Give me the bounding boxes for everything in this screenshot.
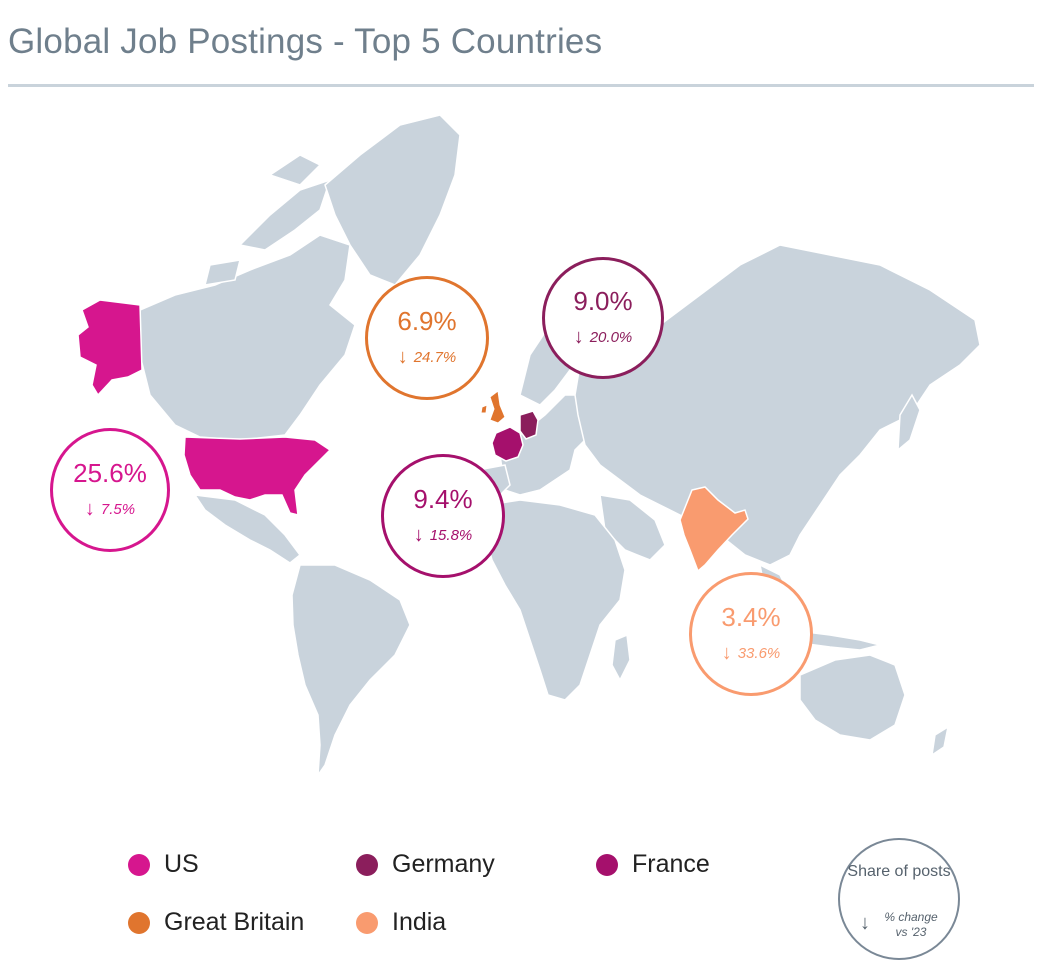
france-share: 9.4% [413,483,473,514]
down-arrow-icon: ↓ [860,912,870,934]
land-arctic-islands [203,154,332,286]
legend-france: France [596,850,710,879]
bubble-germany: 9.0% ↓ 20.0% [542,257,664,379]
legend-label-us: US [164,850,199,878]
country-germany [519,410,539,440]
legend-us: US [128,850,199,879]
bubble-us: 25.6% ↓ 7.5% [50,428,170,552]
down-arrow-icon: ↓ [573,325,584,348]
us-share: 25.6% [73,457,147,488]
great-britain-change: ↓ 24.7% [397,345,457,368]
country-alaska-us [77,299,143,397]
great-britain-share: 6.9% [397,305,457,336]
legend-label-germany: Germany [392,850,495,878]
legend-dot-germany [356,853,378,876]
down-arrow-icon: ↓ [84,497,95,520]
world-map [77,114,981,778]
bubble-key: Share of posts ↓ % change vs '23 [838,838,960,960]
legend-dot-india [356,911,378,934]
land-new-zealand [931,725,950,757]
legend-dot-france [596,853,618,876]
india-change: ↓ 33.6% [721,641,781,664]
land-south-america [291,564,411,778]
country-great-britain [480,390,506,424]
land-europe [499,394,601,496]
legend-dot-us [128,853,150,876]
land-japan [897,393,921,452]
land-asia [574,244,981,566]
land-australia [799,654,906,741]
country-india [679,486,749,573]
bubble-great-britain: 6.9% ↓ 24.7% [365,276,489,400]
us-change: ↓ 7.5% [84,497,136,520]
germany-change: ↓ 20.0% [573,325,633,348]
france-change: ↓ 15.8% [413,523,473,546]
legend-label-india: India [392,908,447,936]
legend-label-france: France [632,850,710,878]
legend-germany: Germany [356,850,495,879]
down-arrow-icon: ↓ [721,641,732,664]
down-arrow-icon: ↓ [397,345,408,368]
country-us [183,436,332,516]
land-mexico [193,494,302,564]
land-canada [139,234,356,441]
key-share-label: Share of posts [847,863,951,880]
legend-great-britain: Great Britain [128,908,304,937]
key-change-label: % change vs '23 [884,910,938,939]
page-title: Global Job Postings - Top 5 Countries [8,22,603,61]
title-divider [8,84,1034,87]
land-africa [484,499,626,701]
legend-label-great-britain: Great Britain [164,908,305,936]
bubble-france: 9.4% ↓ 15.8% [381,454,505,578]
country-france [491,426,524,462]
down-arrow-icon: ↓ [413,523,424,546]
land-greenland [324,114,461,286]
land-madagascar [611,633,631,682]
legend-india: India [356,908,446,937]
legend-dot-great-britain [128,911,150,934]
india-share: 3.4% [721,601,781,632]
germany-share: 9.0% [573,285,633,316]
bubble-india: 3.4% ↓ 33.6% [689,572,813,696]
